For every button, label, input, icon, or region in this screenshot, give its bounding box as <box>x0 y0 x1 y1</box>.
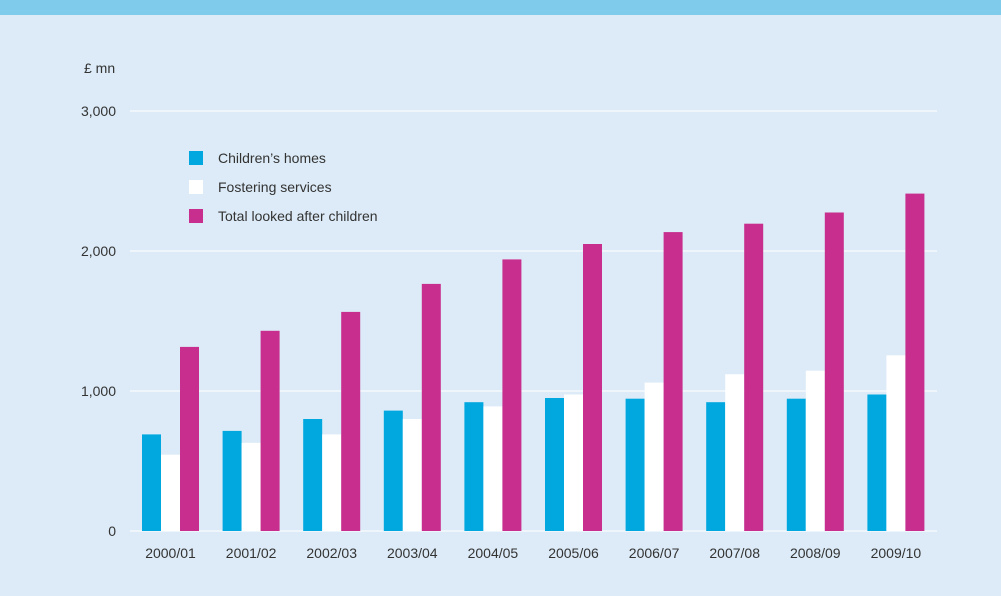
bar <box>824 212 844 531</box>
y-tick-label: 3,000 <box>81 103 116 119</box>
bar <box>905 193 925 531</box>
x-tick-label: 2003/04 <box>387 545 438 561</box>
bar <box>161 454 180 531</box>
bar <box>222 430 242 531</box>
bar <box>241 442 261 531</box>
x-axis-ticks: 2000/01 2001/02 2002/03 2003/04 2004/05 2005/… <box>145 545 921 561</box>
bar <box>341 311 361 531</box>
legend-swatch <box>189 151 203 165</box>
bar <box>706 402 726 531</box>
bar <box>303 419 323 531</box>
legend-swatch <box>189 209 203 223</box>
y-tick-label: 0 <box>108 523 116 539</box>
x-tick-label: 2006/07 <box>629 545 680 561</box>
y-tick-label: 1,000 <box>81 383 116 399</box>
x-tick-label: 2009/10 <box>871 545 922 561</box>
unit-label: £ mn <box>84 60 115 76</box>
bar <box>421 283 441 531</box>
legend-label: Total looked after children <box>218 208 378 224</box>
bar <box>625 398 645 531</box>
bar <box>464 402 484 531</box>
bar <box>867 394 887 531</box>
bar <box>786 398 806 531</box>
y-tick-label: 2,000 <box>81 243 116 259</box>
bar <box>180 346 199 531</box>
bar <box>322 434 342 531</box>
bar <box>142 434 161 531</box>
bar <box>725 374 745 531</box>
x-tick-label: 2000/01 <box>145 545 196 561</box>
y-axis-ticks: 0 1,000 2,000 3,000 <box>81 103 116 539</box>
x-tick-label: 2005/06 <box>548 545 599 561</box>
bar <box>886 355 906 531</box>
x-tick-label: 2002/03 <box>306 545 357 561</box>
bar <box>402 419 422 531</box>
x-tick-label: 2008/09 <box>790 545 841 561</box>
x-tick-label: 2004/05 <box>468 545 519 561</box>
legend: Children’s homes Fostering services Total … <box>189 150 378 224</box>
bar <box>545 398 564 531</box>
header-band <box>0 0 1001 15</box>
bar <box>260 330 280 531</box>
x-tick-label: 2007/08 <box>709 545 760 561</box>
bars <box>142 193 925 531</box>
legend-label: Children’s homes <box>218 150 326 166</box>
bar <box>744 223 764 531</box>
bar <box>805 370 825 531</box>
bar <box>583 244 602 531</box>
bar <box>663 232 683 531</box>
legend-label: Fostering services <box>218 179 332 195</box>
bar <box>483 406 503 531</box>
bar <box>383 410 403 531</box>
bar <box>644 382 664 531</box>
bar <box>502 259 522 531</box>
legend-swatch <box>189 180 203 194</box>
x-tick-label: 2001/02 <box>226 545 277 561</box>
bar <box>564 394 583 531</box>
